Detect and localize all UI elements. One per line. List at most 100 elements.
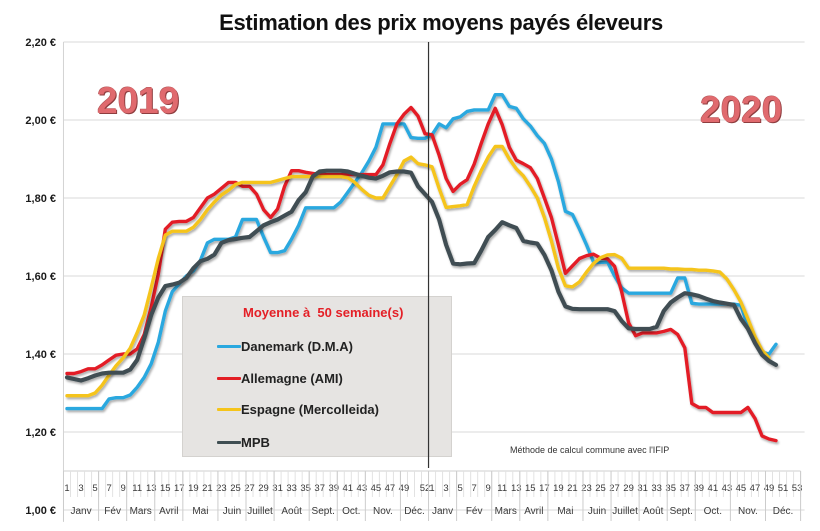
x-week-label: 41: [343, 483, 354, 494]
y-tick-label: 1,00 €: [25, 505, 56, 517]
x-week-label: 39: [328, 483, 339, 494]
year-label-2019: 2019: [97, 80, 180, 121]
x-week-label: 27: [244, 483, 255, 494]
x-week-label: 25: [230, 483, 241, 494]
x-month-label: Nov.: [373, 506, 393, 517]
x-month-label: Nov.: [738, 506, 758, 517]
x-week-label: 27: [609, 483, 620, 494]
chart-title: Estimation des prix moyens payés éleveur…: [219, 10, 663, 35]
x-week-label: 5: [92, 483, 97, 494]
y-tick-label: 1,20 €: [25, 427, 56, 439]
legend-item-allemagne[interactable]: Allemagne (AMI): [217, 370, 343, 386]
x-week-label: 43: [357, 483, 368, 494]
x-month-label: Août: [281, 506, 302, 517]
legend-label-mpb: MPB: [241, 434, 270, 450]
x-month-label: Mai: [192, 506, 208, 517]
x-month-label: Janv: [432, 506, 453, 517]
year-label-2020: 2020: [700, 89, 783, 130]
x-week-label: 31: [637, 483, 648, 494]
x-week-label: 51: [778, 483, 789, 494]
x-month-label: Juin: [223, 506, 241, 517]
x-month-label: Sept.: [312, 506, 335, 517]
x-week-label: 53: [792, 483, 803, 494]
legend-swatch-allemagne: [217, 376, 241, 380]
x-week-label: 5: [457, 483, 462, 494]
x-week-label: 9: [121, 483, 126, 494]
x-axis: 1 3 5 7 9 11 13 15 17 19 21 23 25 27 29 31 33 35 37 39 41 43 4…: [62, 470, 803, 521]
y-tick-label: 1,80 €: [25, 193, 56, 205]
y-tick-label: 1,40 €: [25, 349, 56, 361]
x-week-label: 45: [736, 483, 747, 494]
x-week-label: 43: [722, 483, 733, 494]
x-month-label: Oct.: [342, 506, 360, 517]
x-week-label: 52: [420, 483, 431, 494]
legend-swatch-mpb: [217, 440, 241, 444]
x-month-label: Sept.: [670, 506, 693, 517]
x-week-label: 47: [750, 483, 761, 494]
series-line-espagne: [65, 144, 771, 398]
legend-swatch-espagne: [217, 407, 241, 411]
x-month-label: Avril: [159, 506, 178, 517]
x-week-label: 1: [429, 483, 434, 494]
legend: Moyenne à 50 semaine(s) Danemark (D.M.A)…: [182, 296, 452, 457]
x-week-label: 37: [679, 483, 690, 494]
x-week-label: 25: [595, 483, 606, 494]
x-week-label: 11: [132, 483, 142, 494]
x-week-label: 13: [511, 483, 522, 494]
x-week-label: 35: [300, 483, 311, 494]
y-axis: 1,00 € 1,20 € 1,40 € 1,60 € 1,80 € 2,00 € 2,20…: [25, 37, 64, 522]
x-week-label: 1: [64, 483, 69, 494]
x-week-label: 21: [202, 483, 213, 494]
x-month-label: Fév: [104, 506, 121, 517]
x-month-label: Avril: [524, 506, 543, 517]
x-week-label: 31: [272, 483, 283, 494]
x-month-label: Janv: [70, 506, 91, 517]
x-month-label: Déc.: [773, 506, 794, 517]
y-tick-label: 1,60 €: [25, 271, 56, 283]
x-month-label: Mai: [557, 506, 573, 517]
x-week-label: 11: [497, 483, 507, 494]
x-month-label: Fév: [466, 506, 483, 517]
x-week-label: 9: [486, 483, 491, 494]
x-week-label: 19: [553, 483, 564, 494]
x-week-label: 33: [286, 483, 297, 494]
x-week-label: 23: [581, 483, 592, 494]
series-line-mpb: [64, 168, 779, 383]
series-line-allemagne: [65, 105, 778, 443]
legend-label-espagne: Espagne (Mercolleida): [241, 401, 379, 417]
x-month-label: Mars: [130, 506, 152, 517]
x-week-label: 17: [174, 483, 185, 494]
x-week-label: 49: [764, 483, 775, 494]
series-lines: [64, 92, 779, 443]
x-week-label: 47: [385, 483, 396, 494]
legend-swatch-danemark: [217, 344, 241, 348]
legend-item-danemark[interactable]: Danemark (D.M.A): [217, 338, 353, 354]
legend-label-danemark: Danemark (D.M.A): [241, 338, 353, 354]
x-month-label: Juillet: [612, 506, 638, 517]
method-note: Méthode de calcul commune avec l'IFIP: [510, 445, 670, 455]
x-week-label: 13: [146, 483, 157, 494]
x-week-label: 37: [314, 483, 325, 494]
x-week-label: 3: [78, 483, 83, 494]
x-week-label: 19: [188, 483, 199, 494]
y-tick-label: 2,20 €: [25, 37, 56, 49]
legend-item-espagne[interactable]: Espagne (Mercolleida): [217, 401, 379, 417]
x-week-label: 7: [472, 483, 477, 494]
x-month-label: Oct.: [704, 506, 722, 517]
x-week-label: 29: [623, 483, 634, 494]
legend-title: Moyenne à 50 semaine(s): [243, 305, 404, 320]
x-month-label: Août: [643, 506, 664, 517]
x-week-label: 29: [258, 483, 269, 494]
x-month-label: Juillet: [247, 506, 273, 517]
x-week-label: 39: [694, 483, 705, 494]
x-week-label: 45: [371, 483, 382, 494]
legend-label-allemagne: Allemagne (AMI): [241, 370, 343, 386]
legend-item-mpb[interactable]: MPB: [217, 434, 270, 450]
y-tick-label: 2,00 €: [25, 115, 56, 127]
x-week-label: 49: [399, 483, 410, 494]
x-week-label: 23: [216, 483, 227, 494]
x-week-label: 15: [525, 483, 536, 494]
x-week-label: 21: [567, 483, 578, 494]
